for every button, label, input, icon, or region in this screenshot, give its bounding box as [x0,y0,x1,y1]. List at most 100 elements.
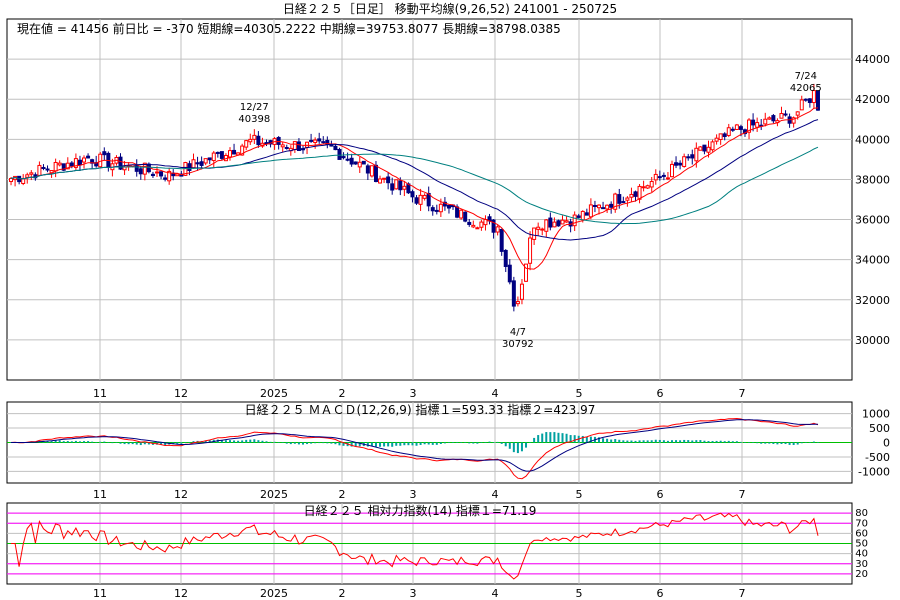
macd-histogram-bar [415,442,418,446]
candle-body [345,158,350,161]
macd-histogram-bar [395,442,398,446]
macd-histogram-bar [723,441,726,443]
macd-histogram-bar [54,440,57,443]
price-y-tick-label: 30000 [855,334,890,347]
macd-histogram-bar [204,440,207,443]
macd-histogram-bar [383,442,386,447]
candle-body [459,209,464,219]
candle-body [422,194,427,199]
macd-x-tick-label: 5 [576,488,583,501]
candle-body [479,221,484,228]
macd-y-tick-label: 500 [869,422,890,435]
macd-histogram-bar [330,442,333,444]
rsi-y-tick-label: 30 [855,559,868,570]
candle-body [767,117,772,120]
candle-body [390,183,395,191]
candle-body [548,217,553,228]
macd-histogram-bar [123,442,126,445]
macd-histogram-bar [743,442,746,443]
price-x-tick-label: 12 [174,387,188,400]
macd-histogram-bar [107,442,110,443]
candle-body [678,162,683,166]
candle-body [560,219,565,225]
macd-line-1 [10,417,819,480]
candle-body [629,193,634,198]
candle-body [637,185,642,200]
candle-body [625,197,630,201]
macd-histogram-bar [350,442,353,447]
macd-histogram-bar [683,439,686,443]
candle-body [175,173,180,177]
macd-x-axis: 11 12 2025 2 3 4 5 6 7 [93,488,746,501]
macd-histogram-bar [237,440,240,443]
macd-histogram-bar [626,440,629,443]
candle-body [597,204,602,209]
macd-histogram-bar [658,439,661,443]
macd-histogram-bar [131,442,134,445]
macd-histogram-bar [407,442,410,446]
candle-body [369,165,374,177]
macd-histogram-bar [224,440,227,443]
macd-histogram-bar [565,433,568,443]
macd-histogram-bar [143,442,146,445]
macd-histogram-bar [508,442,511,449]
candle-body [232,149,237,155]
candle-body [682,156,687,167]
candle-body [373,164,378,182]
candle-body [467,221,472,225]
candle-body [503,249,508,267]
macd-title: 日経２２５ ＭＡＣＤ(12,26,9) 指標１=593.33 指標２=423.9… [245,402,596,417]
macd-histogram-bar [816,442,819,443]
macd-histogram-bar [78,441,81,443]
macd-histogram-bar [366,442,369,447]
macd-histogram-bar [646,440,649,443]
rsi-y-tick-label: 40 [855,549,868,560]
candle-body [779,113,784,119]
candle-body [556,220,561,227]
rsi-x-axis: 11 12 2025 2 3 4 5 6 7 [93,587,746,600]
candle-body [645,185,650,189]
macd-histogram-bar [812,441,815,443]
candle-body [309,139,314,142]
candle-body [215,151,220,154]
chart-title: 日経２２５［日足］ 移動平均線(9,26,52) 241001 - 250725 [283,1,617,16]
macd-histogram-bar [642,440,645,443]
candle-body [471,224,476,228]
price-y-tick-label: 44000 [855,53,890,66]
candle-body [747,119,752,133]
macd-histogram-bar [95,442,98,443]
price-x-tick-label: 5 [576,387,583,400]
macd-histogram-bar [379,442,382,447]
macd-histogram-bar [249,439,252,443]
candle-body [722,133,727,138]
macd-histogram-bar [691,440,694,443]
candle-body [783,113,788,116]
macd-histogram-bar [435,442,438,445]
macd-histogram-bar [50,441,53,443]
candle-body [341,156,346,159]
macd-histogram-bar [492,442,495,443]
macd-histogram-bar [160,442,163,445]
candle-body [588,204,593,218]
macd-y-tick-label: -1000 [858,465,890,478]
candle-body [65,162,70,170]
candle-body [211,152,216,162]
candle-body [313,139,318,143]
candle-body [86,155,91,159]
macd-histogram-bar [488,441,491,443]
macd-histogram-bar [427,442,430,445]
candle-body [690,154,695,159]
macd-histogram-bar [306,442,309,445]
macd-histogram-bar [622,440,625,443]
macd-histogram-bar [768,442,771,444]
macd-histogram-bar [500,442,503,444]
macd-histogram-bar [756,442,759,444]
macd-x-tick-label: 3 [410,488,417,501]
price-panel: 30000 32000 34000 36000 38000 40000 42000 44000… [6,18,890,400]
candle-body [167,170,172,182]
macd-histogram-bar [419,442,422,445]
candle-body [463,211,468,222]
rsi-x-tick-label: 3 [410,587,417,600]
candle-body [386,176,391,184]
